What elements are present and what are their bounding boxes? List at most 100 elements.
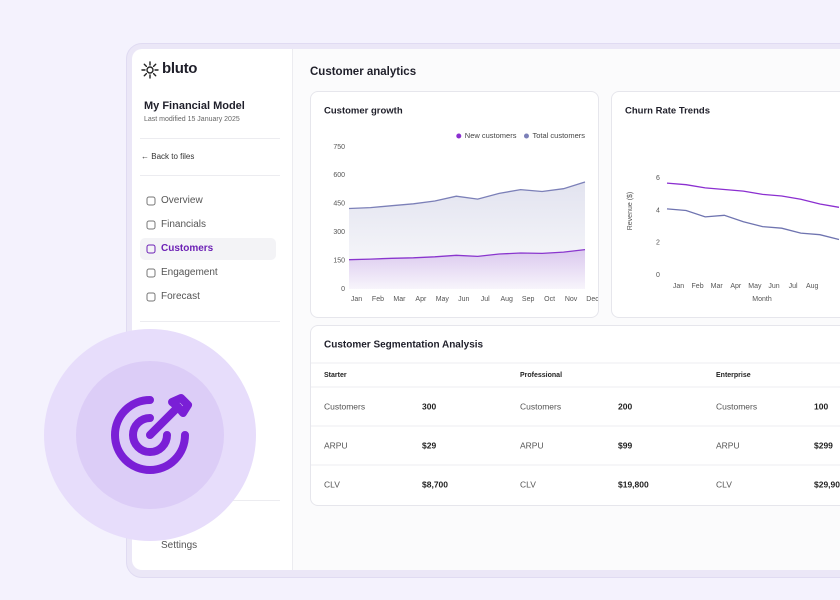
back-link[interactable]: ← Back to files	[141, 152, 194, 161]
x-tick-label: Mar	[711, 283, 724, 290]
x-tick-label: Feb	[372, 296, 384, 303]
nav-item[interactable]: Engagement	[140, 262, 276, 284]
x-tick-label: Jul	[789, 283, 798, 290]
y-tick-label: 2	[656, 240, 660, 247]
table-cell: 100	[814, 401, 828, 411]
legend-label: New customers	[465, 131, 517, 140]
table-cell: $8,700	[422, 479, 448, 489]
table-cell: CLV	[716, 479, 732, 489]
y-tick-label: 450	[333, 201, 345, 208]
table-cell: CLV	[520, 479, 536, 489]
divider	[140, 500, 280, 501]
table-cell: Customers	[324, 401, 365, 411]
table-cell: Customers	[716, 401, 757, 411]
x-tick-label: Dec	[586, 296, 598, 303]
nav-icon	[146, 220, 156, 230]
nav-icon	[146, 196, 156, 206]
table-cell: ARPU	[520, 440, 544, 450]
model-title: My Financial Model	[144, 100, 245, 112]
sidebar: bluto My Financial Model Last modified 1…	[132, 49, 293, 570]
nav-icon-shape	[146, 268, 156, 278]
x-tick-label: Jan	[351, 296, 362, 303]
y-axis-label: Revenue ($)	[627, 192, 634, 231]
nav-icon	[146, 292, 156, 302]
chart-title: Churn Rate Trends	[625, 106, 710, 117]
nav-icon-shape	[146, 292, 156, 302]
nav-text: Overview	[161, 195, 203, 206]
app-screen: bluto My Financial Model Last modified 1…	[132, 49, 840, 570]
x-tick-label: Sep	[522, 296, 535, 303]
x-tick-label: Jun	[768, 283, 779, 290]
table-cell: 200	[618, 401, 632, 411]
x-tick-label: Apr	[730, 283, 742, 290]
column-header: Enterprise	[716, 372, 751, 379]
settings-link[interactable]: Settings	[140, 535, 276, 557]
nav-item[interactable]: Overview	[140, 190, 276, 212]
column-header: Starter	[324, 372, 347, 379]
x-tick-label: Apr	[415, 296, 427, 303]
brand-logo	[141, 61, 159, 79]
divider	[140, 138, 280, 139]
y-tick-label: 0	[656, 272, 660, 279]
y-tick-label: 0	[341, 286, 345, 293]
table-cell: Customers	[520, 401, 561, 411]
divider	[140, 321, 280, 322]
nav-icon-shape	[146, 196, 156, 206]
x-tick-label: May	[436, 296, 450, 303]
table-cell: $29,90	[814, 479, 840, 489]
x-tick-label: Feb	[692, 283, 704, 290]
modified-date: Last modified 15 January 2025	[144, 116, 240, 123]
x-tick-label: Jun	[458, 296, 469, 303]
nav-text: Financials	[161, 219, 207, 230]
main: Customer analytics Customer growth 0 150 30…	[293, 49, 840, 570]
nav-item[interactable]: Customers	[140, 238, 276, 260]
x-tick-label: May	[748, 283, 762, 290]
churn-chart: Churn Rate Trends 0 2 4 6 Jan Feb Mar Apr May Jun J…	[625, 106, 840, 303]
column-header: Professional	[520, 372, 562, 379]
y-tick-label: 600	[333, 172, 345, 179]
table-cell: $19,800	[618, 479, 649, 489]
table-cell: CLV	[324, 479, 340, 489]
back-arrow: ←	[141, 152, 152, 161]
nav-item[interactable]: Forecast	[140, 286, 276, 308]
table-cell: $99	[618, 440, 632, 450]
table-cell: $29	[422, 440, 436, 450]
nav-text: Engagement	[161, 267, 218, 278]
y-tick-label: 4	[656, 207, 660, 214]
growth-card: Customer growth 0 150 300 450 600 750 Jan Feb Mar…	[310, 91, 599, 318]
settings-text: Settings	[161, 540, 198, 551]
divider	[140, 175, 280, 176]
x-tick-label: Jul	[481, 296, 490, 303]
legend-label: Total customers	[532, 131, 585, 140]
table-cell: 300	[422, 401, 436, 411]
nav-item[interactable]: Financials	[140, 214, 276, 236]
table-cell: $299	[814, 440, 833, 450]
table-cell: ARPU	[324, 440, 348, 450]
x-tick-label: Aug	[500, 296, 513, 303]
nav-text: Customers	[161, 243, 214, 254]
chart-title: Customer growth	[324, 106, 403, 117]
x-tick-label: Jan	[673, 283, 684, 290]
churn-card: Churn Rate Trends 0 2 4 6 Jan Feb Mar Apr May Jun J…	[611, 91, 840, 318]
x-tick-label: Oct	[544, 296, 555, 303]
growth-chart: Customer growth 0 150 300 450 600 750 Jan Feb Mar…	[324, 106, 598, 303]
segment-card: Customer Segmentation Analysis Starter Pro…	[310, 325, 840, 506]
y-tick-label: 300	[333, 229, 345, 236]
segment-table: Customer Segmentation Analysis Starter Pro…	[311, 340, 840, 489]
nav-text: Forecast	[161, 291, 200, 302]
nav-icon	[146, 268, 156, 278]
nav-icon-shape	[146, 244, 156, 254]
line	[666, 182, 840, 208]
x-axis-label: Month	[752, 296, 772, 303]
legend-dot	[456, 133, 462, 139]
y-tick-label: 150	[333, 257, 345, 264]
line	[348, 181, 586, 210]
line	[666, 208, 840, 241]
brand: bluto	[162, 60, 198, 77]
x-tick-label: Nov	[565, 296, 578, 303]
x-tick-label: Mar	[393, 296, 406, 303]
legend-dot	[523, 133, 529, 139]
page-title: Customer analytics	[310, 66, 417, 78]
table-cell: ARPU	[716, 440, 740, 450]
